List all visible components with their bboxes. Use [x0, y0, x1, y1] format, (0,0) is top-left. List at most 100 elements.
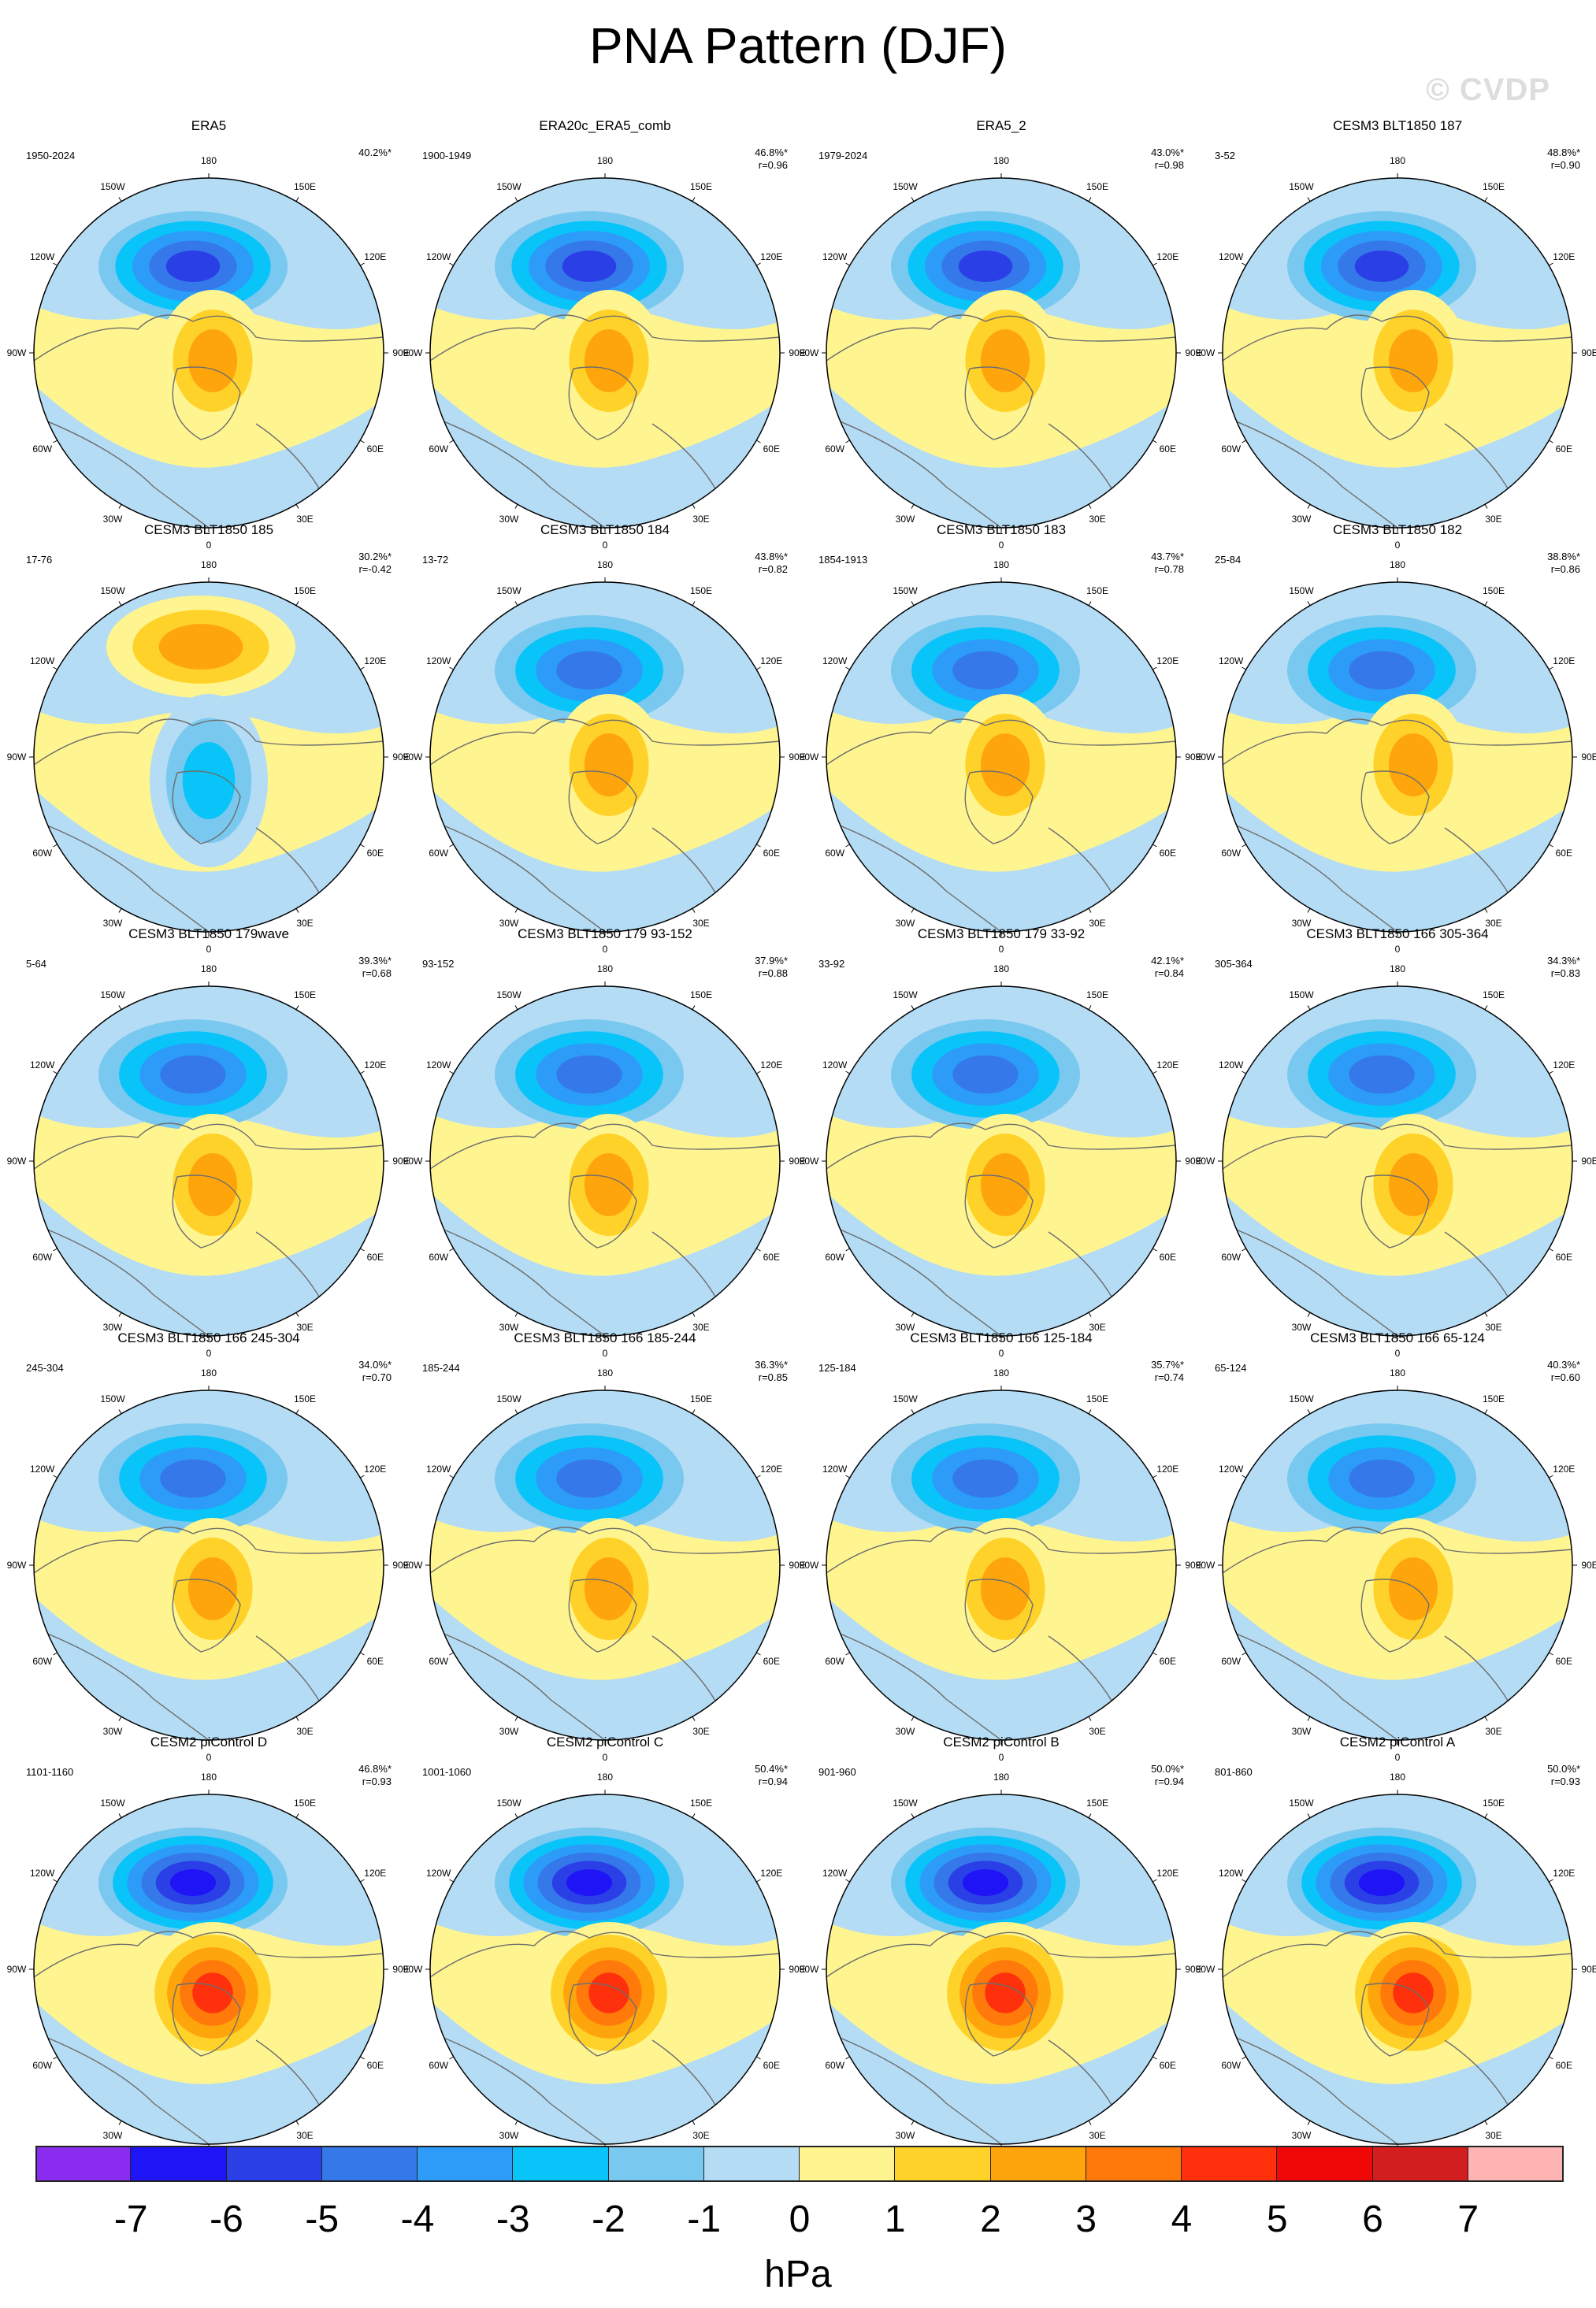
- longitude-tick: [692, 1409, 696, 1414]
- pattern-correlation: r=0.98: [1154, 159, 1184, 171]
- longitude-tick: [514, 2121, 518, 2125]
- coastlines: [826, 314, 1176, 528]
- longitude-tick: [449, 1879, 454, 1883]
- longitude-label: 90W: [1195, 1560, 1216, 1571]
- colorbar-cell: [513, 2146, 609, 2182]
- colorbar-tick-label: -2: [592, 2199, 625, 2240]
- panel-period: 245-304: [26, 1362, 64, 1374]
- longitude-label: 120E: [1553, 655, 1576, 666]
- panel-title: CESM2 piControl D: [150, 1735, 268, 1750]
- longitude-tick: [1152, 1475, 1157, 1479]
- longitude-label: 120W: [1219, 1059, 1244, 1071]
- longitude-tick: [1307, 1005, 1311, 1010]
- map-panel: CESM2 piControl D 1101-1160 46.8%* r=0.93 18…: [7, 1735, 410, 2167]
- map-panel: CESM3 BLT1850 166 245-304 245-304 34.0%* r=…: [7, 1330, 410, 1763]
- longitude-label: 150E: [689, 1393, 713, 1404]
- longitude-tick: [295, 1813, 299, 1818]
- longitude-label: 120W: [822, 251, 848, 262]
- longitude-tick: [1549, 1071, 1553, 1074]
- longitude-label: 150E: [1086, 584, 1109, 596]
- longitude-label: 120E: [364, 1868, 387, 1879]
- longitude-tick: [118, 1312, 122, 1317]
- longitude-tick: [756, 262, 761, 266]
- longitude-tick: [1088, 2121, 1092, 2125]
- longitude-tick: [360, 666, 365, 670]
- longitude-label: 60W: [429, 2060, 449, 2071]
- longitude-label: 60W: [1221, 443, 1242, 455]
- longitude-tick: [118, 908, 122, 913]
- longitude-label: 60W: [32, 1656, 53, 1667]
- negative-anomaly-band: [34, 384, 384, 528]
- longitude-label: 60W: [825, 848, 845, 859]
- longitude-label: 120E: [1156, 1464, 1179, 1475]
- longitude-label: 30W: [102, 1322, 123, 1334]
- longitude-label: 180: [1389, 1772, 1406, 1783]
- panel-stats: 35.7%* r=0.74: [1151, 1359, 1184, 1384]
- longitude-label: 30E: [692, 514, 710, 525]
- longitude-label: 30W: [499, 514, 519, 525]
- pattern-correlation: r=0.78: [1154, 563, 1184, 575]
- longitude-label: 60W: [429, 1656, 449, 1667]
- anomaly-contour: [952, 1055, 1019, 1094]
- longitude-label: 120E: [364, 1464, 387, 1475]
- longitude-label: 180: [596, 155, 614, 166]
- variance-explained: 50.0%*: [1547, 1763, 1580, 1775]
- longitude-label: 30W: [895, 514, 915, 525]
- coastlines: [430, 1931, 780, 2144]
- longitude-label: 90E: [1185, 1964, 1202, 1975]
- colorbar-tick-label: -5: [305, 2199, 340, 2240]
- longitude-label: 150E: [1086, 1797, 1109, 1809]
- longitude-tick: [692, 504, 696, 509]
- longitude-tick: [911, 1409, 915, 1414]
- variance-explained: 46.8%*: [358, 1763, 392, 1775]
- longitude-label: 150E: [1086, 180, 1109, 192]
- longitude-tick: [53, 262, 58, 266]
- variance-explained: 40.3%*: [1547, 1359, 1580, 1371]
- longitude-label: 180: [596, 1772, 614, 1783]
- longitude-label: 30E: [296, 1726, 314, 1738]
- longitude-tick: [845, 262, 850, 266]
- map-panel: CESM3 BLT1850 182 25-84 38.8%* r=0.86 180 150…: [1196, 522, 1596, 955]
- variance-explained: 38.8%*: [1547, 551, 1580, 562]
- longitude-label: 0: [206, 944, 212, 955]
- longitude-label: 0: [602, 944, 608, 955]
- longitude-tick: [295, 601, 299, 606]
- colorbar-cell: [800, 2146, 896, 2182]
- anomaly-contour: [980, 329, 1030, 392]
- anomaly-contour: [160, 1055, 226, 1094]
- longitude-label: 30W: [499, 1726, 519, 1738]
- longitude-tick: [911, 197, 915, 202]
- variance-explained: 50.0%*: [1151, 1763, 1184, 1775]
- panel-period: 33-92: [818, 958, 845, 970]
- colorbar-tick-label: 2: [980, 2199, 1001, 2240]
- longitude-label: 90W: [799, 751, 819, 763]
- panel-stats: 43.0%* r=0.98: [1151, 147, 1184, 172]
- cvdp-watermark: © CVDP: [1426, 72, 1550, 107]
- longitude-tick: [1242, 440, 1246, 443]
- longitude-label: 120E: [1553, 1464, 1576, 1475]
- colorbar-tick-label: -3: [496, 2199, 530, 2240]
- longitude-label: 150W: [100, 1797, 125, 1809]
- longitude-tick: [1088, 1005, 1092, 1010]
- longitude-tick: [845, 440, 850, 443]
- longitude-tick: [1242, 1248, 1246, 1252]
- panel-stats: 38.8%* r=0.86: [1547, 551, 1580, 576]
- longitude-label: 30E: [1089, 918, 1106, 930]
- panel-title: CESM3 BLT1850 166 305-364: [1306, 926, 1489, 941]
- map-panel: CESM3 BLT1850 184 13-72 43.8%* r=0.82 180 150…: [403, 522, 806, 955]
- panel-stats: 50.4%* r=0.94: [755, 1763, 788, 1788]
- longitude-tick: [845, 2056, 850, 2060]
- longitude-tick: [514, 1005, 518, 1010]
- coastlines: [1223, 314, 1572, 528]
- longitude-label: 90W: [6, 1156, 27, 1167]
- longitude-tick: [514, 1813, 518, 1818]
- coastlines: [430, 314, 780, 528]
- longitude-tick: [1549, 666, 1553, 670]
- longitude-tick: [1088, 1716, 1092, 1721]
- coastlines: [826, 1931, 1176, 2144]
- longitude-tick: [1484, 1409, 1488, 1414]
- anomaly-contour: [556, 1459, 622, 1498]
- anomaly-contour: [187, 1557, 238, 1620]
- panel-period: 25-84: [1215, 554, 1242, 566]
- longitude-label: 60W: [1221, 848, 1242, 859]
